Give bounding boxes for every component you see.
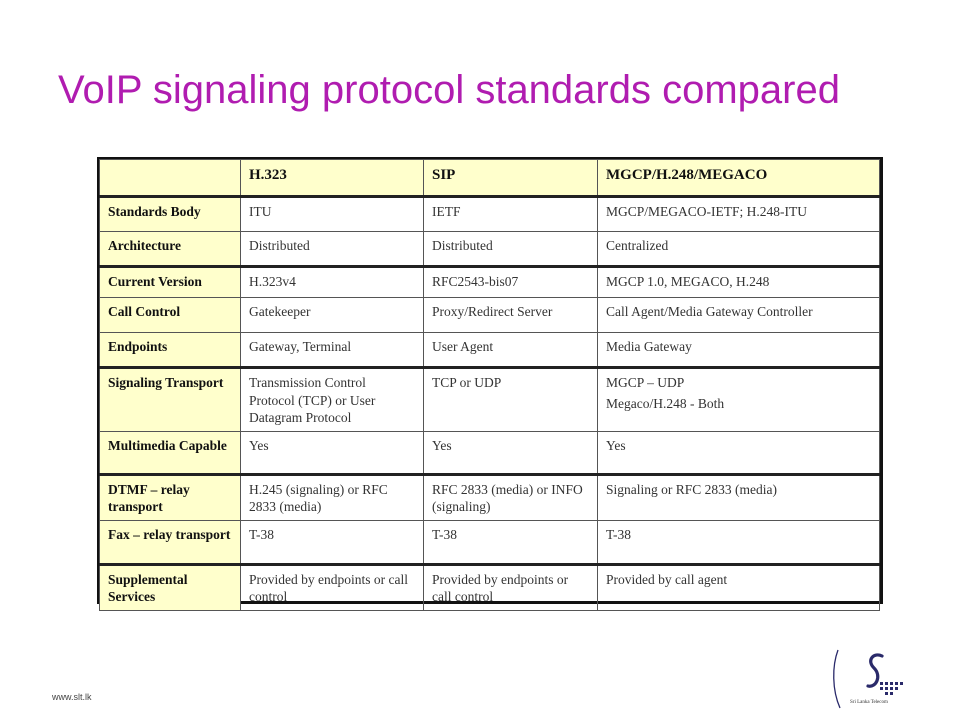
cell-text: MGCP – UDP xyxy=(606,375,685,390)
cell-mgcp: Provided by call agent xyxy=(597,563,880,611)
cell-text: MGCP/MEGACO-IETF; H.248-ITU xyxy=(606,204,807,219)
cell-text: Gateway, Terminal xyxy=(249,339,352,354)
cell-mgcp: Yes xyxy=(597,430,880,476)
cell-h323: Gatekeeper xyxy=(240,297,424,333)
cell-text: T-38 xyxy=(249,526,275,542)
comparison-table-container: H.323 SIP MGCP/H.248/MEGACO Standards Bo… xyxy=(97,157,883,611)
row-label: Multimedia Capable xyxy=(99,430,241,476)
header-cell-sip: SIP xyxy=(423,159,598,198)
cell-sip: IETF xyxy=(423,196,598,232)
table-row: Multimedia Capable Yes Yes Yes xyxy=(99,430,880,476)
cell-text: User Agent xyxy=(432,339,494,354)
cell-mgcp: T-38 xyxy=(597,519,880,566)
page-title: VoIP signaling protocol standards compar… xyxy=(58,68,840,112)
cell-sip: Proxy/Redirect Server xyxy=(423,297,598,333)
cell-text: TCP or UDP xyxy=(432,375,502,390)
row-label: Signaling Transport xyxy=(99,367,241,432)
cell-text: T-38 xyxy=(432,526,458,542)
table-row: Fax – relay transport T-38 T-38 T-38 xyxy=(99,519,880,566)
cell-h323: Transmission Control Protocol (TCP) or U… xyxy=(240,367,424,432)
cell-sip: RFC2543-bis07 xyxy=(423,266,598,298)
cell-sip: TCP or UDP xyxy=(423,367,598,432)
cell-sip: Yes xyxy=(423,430,598,476)
row-label: Fax – relay transport xyxy=(99,519,241,566)
cell-text: Gatekeeper xyxy=(249,304,311,319)
slt-logo-icon xyxy=(833,649,903,709)
cell-mgcp: MGCP 1.0, MEGACO, H.248 xyxy=(597,266,880,298)
cell-mgcp: Centralized xyxy=(597,231,880,268)
cell-text: Provided by call agent xyxy=(606,571,728,587)
cell-text: Centralized xyxy=(606,238,669,253)
cell-text: H.245 (signaling) or RFC 2833 (media) xyxy=(249,481,388,515)
row-label: Endpoints xyxy=(99,332,241,369)
cell-text: Provided by endpoints or call control xyxy=(249,571,408,605)
table-row: Standards Body ITU IETF MGCP/MEGACO-IETF; H… xyxy=(99,196,880,232)
table-row: DTMF – relay transport H.245 (signaling) … xyxy=(99,473,880,521)
footer-url: www.slt.lk xyxy=(52,692,92,702)
row-label: Current Version xyxy=(99,266,241,298)
row-label: Standards Body xyxy=(99,196,241,232)
cell-text: Megaco/H.248 - Both xyxy=(606,395,725,411)
row-label: Architecture xyxy=(99,231,241,268)
table-row: Current Version H.323v4 RFC2543-bis07 MGCP … xyxy=(99,266,880,298)
table-row: Endpoints Gateway, Terminal User Agent Medi… xyxy=(99,332,880,369)
cell-text: Distributed xyxy=(249,238,310,253)
row-label: Supplemental Services xyxy=(99,563,241,611)
cell-text: H.323v4 xyxy=(249,274,296,289)
cell-sip: Provided by endpoints or call control xyxy=(423,563,598,611)
cell-text: Signaling or RFC 2833 (media) xyxy=(606,481,777,497)
cell-h323: Distributed xyxy=(240,231,424,268)
cell-mgcp: MGCP – UDP Megaco/H.248 - Both xyxy=(597,367,880,432)
cell-h323: Yes xyxy=(240,430,424,476)
table-row: Call Control Gatekeeper Proxy/Redirect Ser… xyxy=(99,297,880,333)
cell-mgcp: Signaling or RFC 2833 (media) xyxy=(597,473,880,521)
cell-mgcp: Call Agent/Media Gateway Controller xyxy=(597,297,880,333)
cell-sip: RFC 2833 (media) or INFO (signaling) xyxy=(423,473,598,521)
row-label: DTMF – relay transport xyxy=(99,473,241,521)
cell-sip: T-38 xyxy=(423,519,598,566)
cell-text: IETF xyxy=(432,204,461,219)
table-header-row: H.323 SIP MGCP/H.248/MEGACO xyxy=(99,159,880,198)
header-cell-h323: H.323 xyxy=(240,159,424,198)
cell-text: Transmission Control Protocol (TCP) or U… xyxy=(249,375,376,425)
cell-sip: Distributed xyxy=(423,231,598,268)
cell-text: Media Gateway xyxy=(606,339,692,354)
cell-text: Yes xyxy=(249,437,269,453)
cell-text: Distributed xyxy=(432,238,493,253)
cell-h323: H.245 (signaling) or RFC 2833 (media) xyxy=(240,473,424,521)
cell-text: ITU xyxy=(249,204,272,219)
header-cell-empty xyxy=(99,159,241,198)
cell-text: MGCP 1.0, MEGACO, H.248 xyxy=(606,274,770,289)
cell-h323: ITU xyxy=(240,196,424,232)
header-cell-mgcp: MGCP/H.248/MEGACO xyxy=(597,159,880,198)
cell-h323: T-38 xyxy=(240,519,424,566)
table-row: Architecture Distributed Distributed Centra… xyxy=(99,231,880,268)
cell-h323: Gateway, Terminal xyxy=(240,332,424,369)
comparison-table: H.323 SIP MGCP/H.248/MEGACO Standards Bo… xyxy=(99,159,880,611)
cell-mgcp: MGCP/MEGACO-IETF; H.248-ITU xyxy=(597,196,880,232)
cell-text: Yes xyxy=(606,437,626,453)
cell-text: Call Agent/Media Gateway Controller xyxy=(606,304,813,319)
row-label: Call Control xyxy=(99,297,241,333)
cell-text: Proxy/Redirect Server xyxy=(432,304,553,319)
cell-sip: User Agent xyxy=(423,332,598,369)
logo-caption: Sri Lanka Telecom xyxy=(850,700,888,705)
cell-text: T-38 xyxy=(606,526,632,542)
table-row: Supplemental Services Provided by endpoin… xyxy=(99,563,880,611)
cell-text: Provided by endpoints or call control xyxy=(432,571,569,605)
cell-text: Yes xyxy=(432,437,452,453)
cell-text: RFC2543-bis07 xyxy=(432,274,519,289)
cell-h323: H.323v4 xyxy=(240,266,424,298)
table-row: Signaling Transport Transmission Control … xyxy=(99,367,880,432)
cell-text: RFC 2833 (media) or INFO (signaling) xyxy=(432,481,583,515)
cell-h323: Provided by endpoints or call control xyxy=(240,563,424,611)
cell-mgcp: Media Gateway xyxy=(597,332,880,369)
